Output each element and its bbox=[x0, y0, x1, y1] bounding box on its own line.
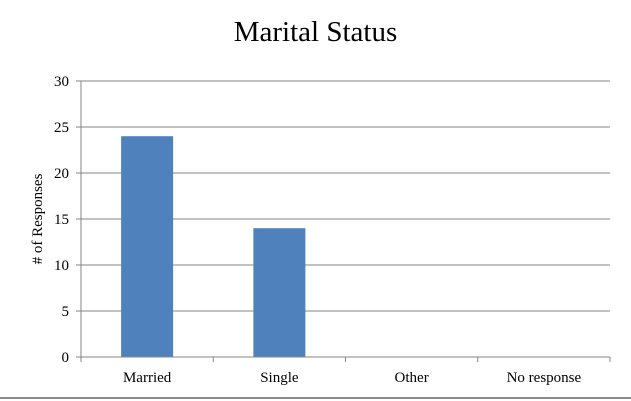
x-tick-labels: Married Single Other No response bbox=[123, 370, 582, 386]
chart-title: Marital Status bbox=[233, 16, 398, 48]
bottom-divider bbox=[0, 397, 631, 399]
y-tick-labels: 0 5 10 15 20 25 30 bbox=[54, 74, 69, 366]
bars bbox=[121, 136, 306, 357]
x-tick-label: No response bbox=[507, 370, 582, 386]
y-tick-label: 0 bbox=[62, 350, 70, 366]
y-tick-label: 30 bbox=[54, 74, 69, 90]
y-tick-label: 15 bbox=[54, 212, 69, 228]
x-tick-label: Single bbox=[260, 370, 299, 386]
bar bbox=[253, 228, 306, 357]
x-tick-label: Other bbox=[395, 370, 429, 386]
y-axis-label: # of Responses bbox=[30, 173, 46, 264]
bar bbox=[121, 136, 174, 357]
y-tick-label: 25 bbox=[54, 120, 69, 136]
axes bbox=[80, 81, 610, 358]
x-tick-label: Married bbox=[123, 370, 172, 386]
y-tick-label: 20 bbox=[54, 166, 69, 182]
y-tick-label: 5 bbox=[62, 304, 70, 320]
y-tick-label: 10 bbox=[54, 258, 69, 274]
